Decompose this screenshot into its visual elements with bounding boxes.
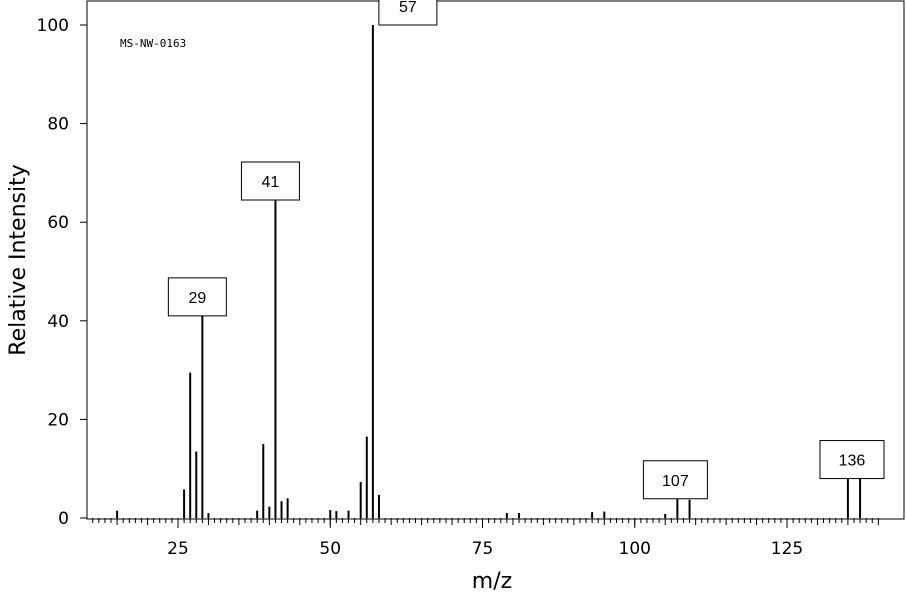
- peak-label-box: 107: [642, 460, 708, 500]
- y-tick-labels: 0 20 40 60 80 100: [37, 16, 69, 529]
- peak-label-frame: [167, 277, 227, 317]
- major-ticks: [80, 24, 788, 528]
- peak-label-box: 136: [819, 440, 885, 480]
- x-axis-title: m/z: [472, 569, 512, 594]
- x-tick-label: 50: [319, 539, 341, 559]
- y-axis-title: Relative Intensity: [6, 164, 31, 355]
- y-tick-label: 100: [37, 16, 69, 36]
- x-tick-labels: 25 50 75 100 125: [167, 539, 803, 559]
- peak-label-text: 29: [188, 290, 206, 307]
- peak-label-text: 136: [839, 453, 866, 470]
- peak-label-box: 41: [240, 161, 300, 201]
- y-tick-label: 20: [47, 410, 69, 430]
- y-tick-label: 40: [47, 312, 69, 332]
- peak-label-text: 107: [662, 473, 689, 490]
- x-tick-label: 100: [619, 539, 651, 559]
- peak-label-box: 29: [167, 277, 227, 317]
- peak-label-text: 57: [399, 0, 417, 16]
- y-tick-label: 60: [47, 213, 69, 233]
- plot-frame: [86, 0, 905, 520]
- y-tick-label: 0: [58, 509, 69, 529]
- x-tick-label: 75: [472, 539, 494, 559]
- peak-label-frame: [642, 460, 708, 500]
- peak-label-frame: [378, 0, 438, 26]
- spectrum-id-label: MS-NW-0163: [120, 37, 186, 50]
- peak-annotations: 29 41 57 107 136: [167, 0, 885, 500]
- peak-label-box: 57: [378, 0, 438, 26]
- peak-label-text: 41: [262, 174, 280, 191]
- x-tick-label: 25: [167, 539, 189, 559]
- peak-label-frame: [819, 440, 885, 480]
- minor-ticks: [92, 518, 879, 525]
- x-tick-label: 125: [771, 539, 803, 559]
- peaks: [116, 25, 862, 518]
- peak-label-frame: [240, 161, 300, 201]
- y-tick-label: 80: [47, 115, 69, 135]
